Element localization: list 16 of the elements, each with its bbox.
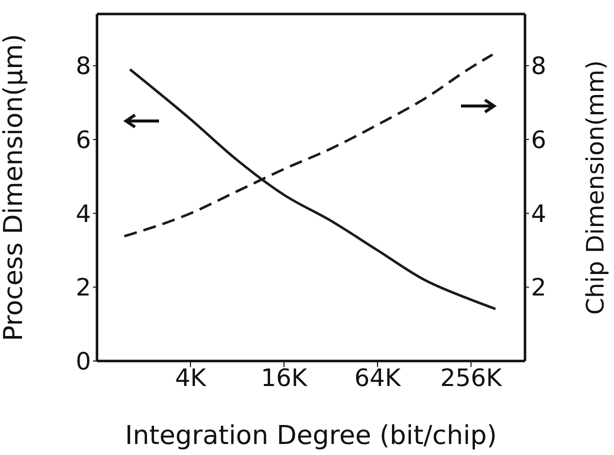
y2-tick-label: 8 xyxy=(531,52,546,80)
y-axis-title: Process Dimension(μm) xyxy=(0,34,30,342)
y2-tick-label: 4 xyxy=(531,200,546,228)
y-tick-label: 0 xyxy=(76,348,91,376)
x-tick-label: 256K xyxy=(440,364,504,392)
y-tick-label: 6 xyxy=(76,126,91,154)
y2-tick-label: 2 xyxy=(531,274,546,302)
x-tick-label: 16K xyxy=(260,364,308,392)
x-axis-title: Integration Degree (bit/chip) xyxy=(125,421,497,451)
x-tick-label: 4K xyxy=(174,364,208,392)
y-tick-label: 8 xyxy=(76,52,91,80)
y2-tick-label: 6 xyxy=(531,126,546,154)
y-tick-label: 4 xyxy=(76,200,91,228)
x-tick-label: 64K xyxy=(354,364,402,392)
y-tick-label: 2 xyxy=(76,274,91,302)
y2-axis-title: Chip Dimension(mm) xyxy=(582,60,610,315)
